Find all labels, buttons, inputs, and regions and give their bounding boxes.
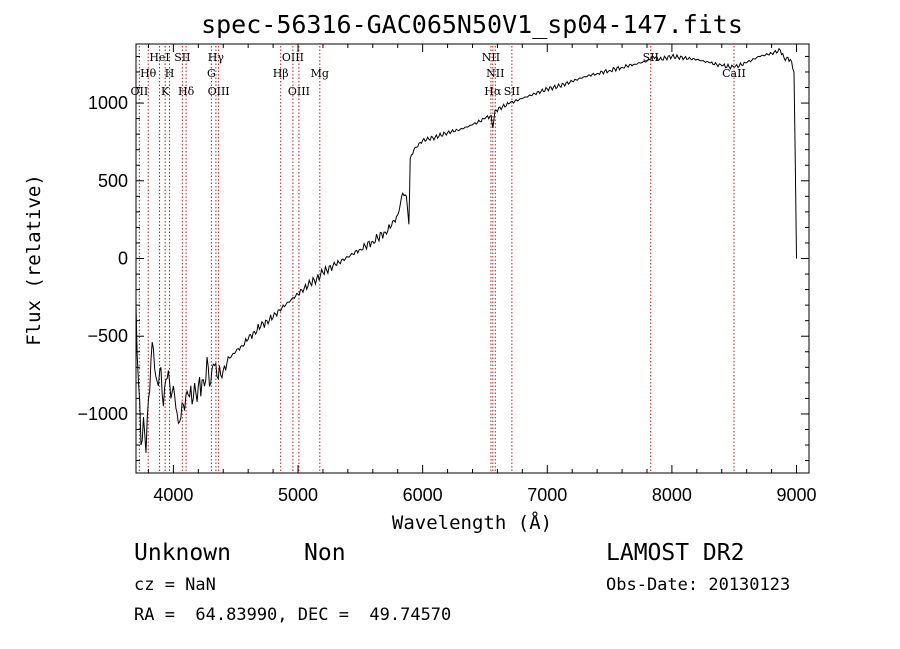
x-tick-label: 9000 xyxy=(777,485,817,505)
plot-frame xyxy=(135,43,810,474)
line-marker-label: CaII xyxy=(722,67,746,80)
line-marker-label: Hθ xyxy=(140,67,157,80)
line-marker-label: H xyxy=(165,67,175,80)
x-tick-label: 5000 xyxy=(278,485,318,505)
line-marker-label: OIII xyxy=(288,85,310,98)
subclass-label: Non xyxy=(304,540,346,566)
line-marker-label: K xyxy=(161,85,170,98)
cz-value: cz = NaN xyxy=(134,575,216,595)
line-marker-label: SII xyxy=(174,51,190,64)
line-marker-label: SII xyxy=(504,85,520,98)
classification-label: Unknown xyxy=(134,540,231,566)
line-marker-label: Hγ xyxy=(208,51,225,64)
line-marker-label: Hδ xyxy=(178,85,195,98)
y-tick-label: −500 xyxy=(87,326,128,346)
y-tick-label: 1000 xyxy=(88,93,128,113)
x-tick-label: 7000 xyxy=(527,485,567,505)
x-tick-label: 4000 xyxy=(153,485,193,505)
line-marker-label: NII xyxy=(482,51,500,64)
x-tick-label: 6000 xyxy=(403,485,443,505)
y-axis-label: Flux (relative) xyxy=(23,174,45,346)
y-tick-label: −1000 xyxy=(77,404,128,424)
line-marker-label: OII xyxy=(131,85,149,98)
x-axis-ticks: 4000 5000 6000 7000 8000 9000 xyxy=(147,44,817,505)
survey-label: LAMOST DR2 xyxy=(606,540,744,566)
line-marker-label: NII xyxy=(486,67,504,80)
y-axis-ticks: −1000 −500 0 500 1000 xyxy=(77,55,809,462)
line-marker-label: OIII xyxy=(208,85,230,98)
line-marker-label: Hβ xyxy=(273,67,289,80)
coordinates: RA = 64.83990, DEC = 49.74570 xyxy=(134,605,451,625)
x-axis-label: Wavelength (Å) xyxy=(392,511,552,534)
spectrum-line xyxy=(135,47,797,453)
obs-date: Obs-Date: 20130123 xyxy=(606,575,790,595)
x-tick-label: 8000 xyxy=(652,485,692,505)
line-marker-label: Hα xyxy=(484,85,502,98)
line-marker-label: HeI xyxy=(149,51,169,64)
spectrum-series xyxy=(135,47,797,453)
line-markers: OIIHθHeIKHSIIHδGHγOIIIHβOIIIOIIIMgNIIHαN… xyxy=(131,46,746,473)
y-tick-label: 500 xyxy=(98,171,128,191)
line-marker-label: G xyxy=(207,67,216,80)
line-marker-label: Mg xyxy=(311,67,329,80)
chart-title: spec-56316-GAC065N50V1_sp04-147.fits xyxy=(201,10,743,39)
y-tick-label: 0 xyxy=(118,249,128,269)
line-marker-label: OIII xyxy=(282,51,304,64)
